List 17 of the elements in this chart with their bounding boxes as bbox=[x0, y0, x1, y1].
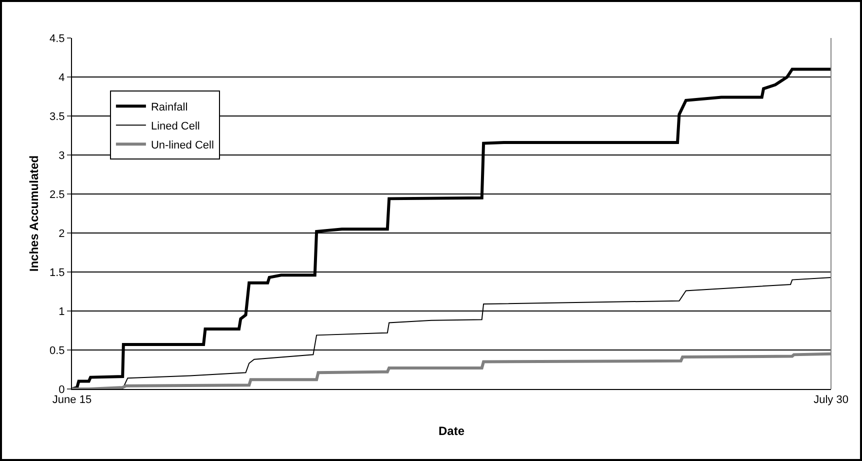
y-tick-label: 1.5 bbox=[50, 266, 65, 279]
y-tick-label: 4.5 bbox=[50, 32, 65, 45]
y-tick-label: 3 bbox=[58, 150, 65, 162]
x-tick-label: June 15 bbox=[52, 394, 92, 406]
y-tick-label: 4 bbox=[58, 72, 65, 84]
y-tick-label: 3.5 bbox=[50, 110, 65, 123]
y-tick-label: 1 bbox=[58, 306, 65, 318]
y-axis-title: Inches Accumulated bbox=[27, 155, 41, 272]
y-tick-label: 2 bbox=[58, 228, 65, 240]
legend-label: Rainfall bbox=[150, 101, 188, 114]
y-tick-label: 2.5 bbox=[50, 188, 65, 201]
y-tick-label: 0.5 bbox=[50, 344, 65, 357]
legend-label: Lined Cell bbox=[150, 120, 200, 132]
x-axis-title: Date bbox=[438, 424, 465, 438]
x-tick-label: July 30 bbox=[814, 394, 848, 406]
legend-label: Un-lined Cell bbox=[150, 139, 214, 152]
y-tick-label: 0 bbox=[58, 384, 65, 396]
